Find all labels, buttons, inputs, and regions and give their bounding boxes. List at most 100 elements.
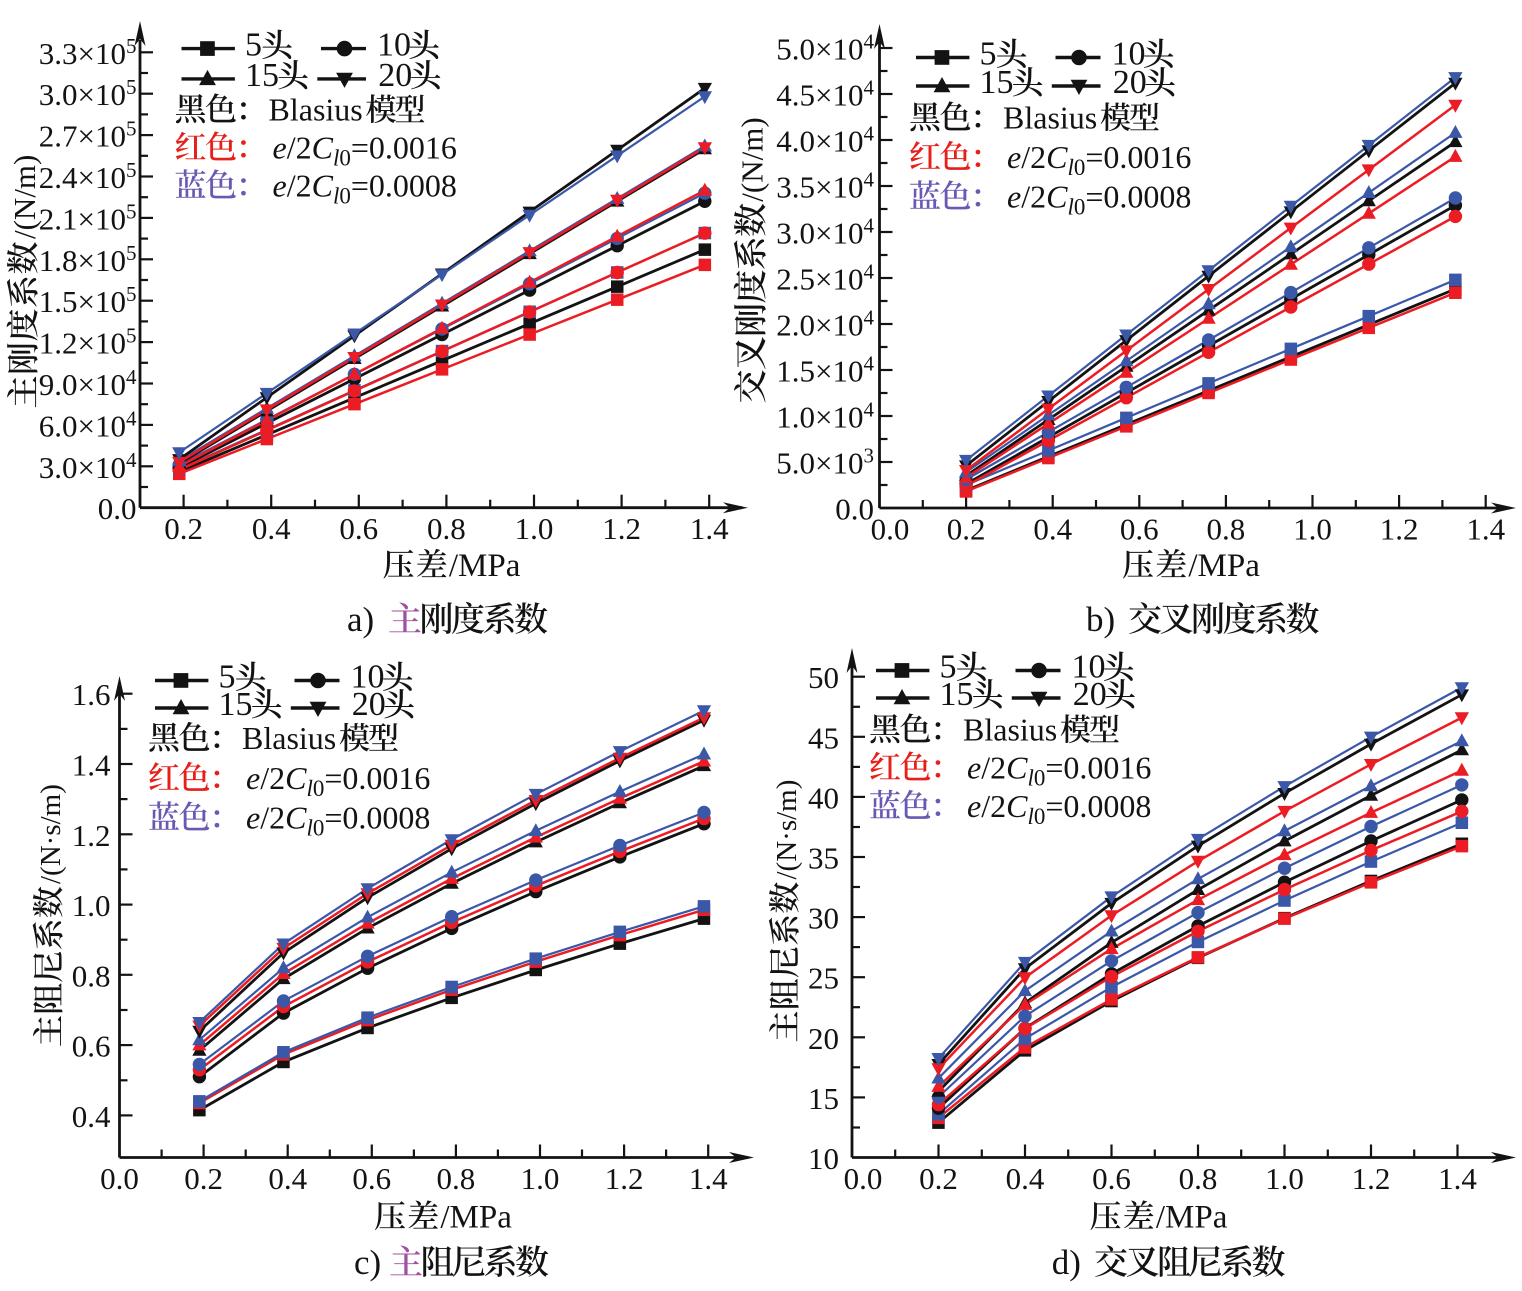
svg-text:0.4: 0.4: [1006, 1161, 1045, 1196]
svg-text:2.0×104: 2.0×104: [776, 306, 874, 343]
svg-text:0.6: 0.6: [352, 1161, 391, 1196]
svg-text:1.4: 1.4: [690, 511, 729, 546]
svg-text:20: 20: [378, 57, 412, 94]
svg-text:15: 15: [940, 676, 974, 713]
svg-text:15: 15: [980, 64, 1014, 101]
svg-text:5: 5: [219, 659, 236, 696]
svg-text:0.4: 0.4: [268, 1161, 307, 1196]
svg-text:5.0×104: 5.0×104: [776, 30, 874, 67]
svg-text:/MPa: /MPa: [440, 1200, 512, 1236]
svg-text:e/2Cl0=0.0008: e/2Cl0=0.0008: [246, 800, 430, 841]
svg-text:3.0×104: 3.0×104: [39, 448, 137, 485]
svg-text:1.0: 1.0: [1265, 1161, 1304, 1196]
svg-text:0.0: 0.0: [98, 491, 137, 526]
svg-text:Blasius: Blasius: [242, 720, 336, 756]
svg-text:1.0: 1.0: [1293, 512, 1332, 547]
svg-text:10: 10: [1112, 36, 1146, 73]
svg-text:3.5×104: 3.5×104: [776, 168, 874, 205]
svg-text:e/2Cl0=0.0016: e/2Cl0=0.0016: [967, 750, 1151, 791]
svg-text:1.0: 1.0: [521, 1161, 560, 1196]
svg-text:0.8: 0.8: [72, 958, 111, 993]
svg-text:10: 10: [351, 659, 385, 696]
svg-text:e/2Cl0=0.0016: e/2Cl0=0.0016: [1007, 139, 1191, 180]
svg-text:0.4: 0.4: [1033, 512, 1072, 547]
svg-text:b): b): [1086, 600, 1115, 639]
svg-text:1.5×105: 1.5×105: [39, 282, 137, 319]
svg-text:15: 15: [245, 57, 279, 94]
svg-text:45: 45: [808, 720, 839, 755]
svg-text:0.6: 0.6: [72, 1029, 111, 1064]
svg-text:1.2: 1.2: [1352, 1161, 1391, 1196]
svg-text:1.0: 1.0: [515, 511, 554, 546]
svg-text:3.0×105: 3.0×105: [39, 75, 137, 112]
svg-text:/MPa: /MPa: [1156, 1200, 1228, 1236]
svg-text:15: 15: [219, 686, 253, 723]
svg-text:20: 20: [808, 1021, 839, 1056]
svg-text:1.2: 1.2: [605, 1161, 644, 1196]
svg-text:15: 15: [808, 1081, 839, 1116]
svg-text:/MPa: /MPa: [449, 548, 521, 584]
svg-text:35: 35: [808, 841, 839, 876]
svg-text:3.3×105: 3.3×105: [39, 34, 137, 71]
svg-text:30: 30: [808, 901, 839, 936]
svg-text:0.4: 0.4: [72, 1099, 111, 1134]
svg-text:4.0×104: 4.0×104: [776, 122, 874, 159]
svg-text:2.4×105: 2.4×105: [39, 158, 137, 195]
svg-text:0.6: 0.6: [1120, 512, 1159, 547]
svg-text:0.2: 0.2: [164, 511, 203, 546]
svg-text:e/2Cl0=0.0008: e/2Cl0=0.0008: [1007, 179, 1191, 220]
svg-text:3.0×104: 3.0×104: [776, 214, 874, 251]
svg-text:5: 5: [245, 27, 262, 64]
svg-text:c): c): [354, 1243, 381, 1282]
svg-text:10: 10: [808, 1141, 839, 1176]
svg-text:0.8: 0.8: [427, 511, 466, 546]
svg-text:20: 20: [352, 686, 386, 723]
svg-text:9.0×104: 9.0×104: [39, 365, 137, 402]
svg-text:1.2: 1.2: [1380, 512, 1419, 547]
svg-text:2.7×105: 2.7×105: [39, 117, 137, 154]
svg-text:0.6: 0.6: [339, 511, 378, 546]
svg-text:0.0: 0.0: [835, 492, 874, 527]
svg-text:20: 20: [1113, 64, 1147, 101]
svg-text:50: 50: [808, 660, 839, 695]
svg-text:1.2: 1.2: [72, 818, 111, 853]
svg-text:/MPa: /MPa: [1188, 548, 1260, 584]
svg-text:0.4: 0.4: [252, 511, 291, 546]
svg-text:4.5×104: 4.5×104: [776, 76, 874, 113]
svg-text:Blasius: Blasius: [963, 712, 1057, 748]
svg-text:/(N/m): /(N/m): [7, 155, 42, 239]
svg-text:1.2: 1.2: [602, 511, 641, 546]
svg-text:5.0×103: 5.0×103: [776, 444, 874, 481]
svg-text:e/2Cl0=0.0008: e/2Cl0=0.0008: [967, 788, 1151, 829]
svg-text:1.0: 1.0: [72, 888, 111, 923]
svg-text:1.5×104: 1.5×104: [776, 352, 874, 389]
svg-text:1.4: 1.4: [1466, 512, 1505, 547]
svg-text:5: 5: [940, 649, 957, 686]
svg-text:0.8: 0.8: [437, 1161, 476, 1196]
svg-text:1.6: 1.6: [72, 677, 111, 712]
svg-text:0.0: 0.0: [100, 1161, 139, 1196]
svg-text:0.8: 0.8: [1179, 1161, 1218, 1196]
svg-text:0.2: 0.2: [184, 1161, 223, 1196]
svg-text:/(N/m): /(N/m): [735, 117, 770, 201]
svg-text:1.0×104: 1.0×104: [776, 398, 874, 435]
svg-text:0.8: 0.8: [1207, 512, 1246, 547]
svg-text:/(N·s/m): /(N·s/m): [35, 784, 67, 884]
svg-text:Blasius: Blasius: [1003, 100, 1097, 136]
svg-text:e/2Cl0=0.0016: e/2Cl0=0.0016: [273, 130, 457, 171]
svg-text:25: 25: [808, 961, 839, 996]
svg-text:40: 40: [808, 780, 839, 815]
svg-text:10: 10: [1072, 649, 1106, 686]
svg-text:0.2: 0.2: [919, 1161, 958, 1196]
svg-text:1.4: 1.4: [689, 1161, 728, 1196]
svg-text:0.6: 0.6: [1092, 1161, 1131, 1196]
svg-text:0.0: 0.0: [844, 1161, 883, 1196]
svg-text:/(N·s/m): /(N·s/m): [771, 780, 803, 880]
svg-text:1.8×105: 1.8×105: [39, 241, 137, 278]
svg-text:d): d): [1052, 1243, 1081, 1282]
svg-text:2.5×104: 2.5×104: [776, 260, 874, 297]
svg-text:20: 20: [1073, 676, 1107, 713]
svg-text:1.4: 1.4: [1438, 1161, 1477, 1196]
svg-text:e/2Cl0=0.0008: e/2Cl0=0.0008: [273, 168, 457, 209]
svg-text:5: 5: [980, 36, 997, 73]
